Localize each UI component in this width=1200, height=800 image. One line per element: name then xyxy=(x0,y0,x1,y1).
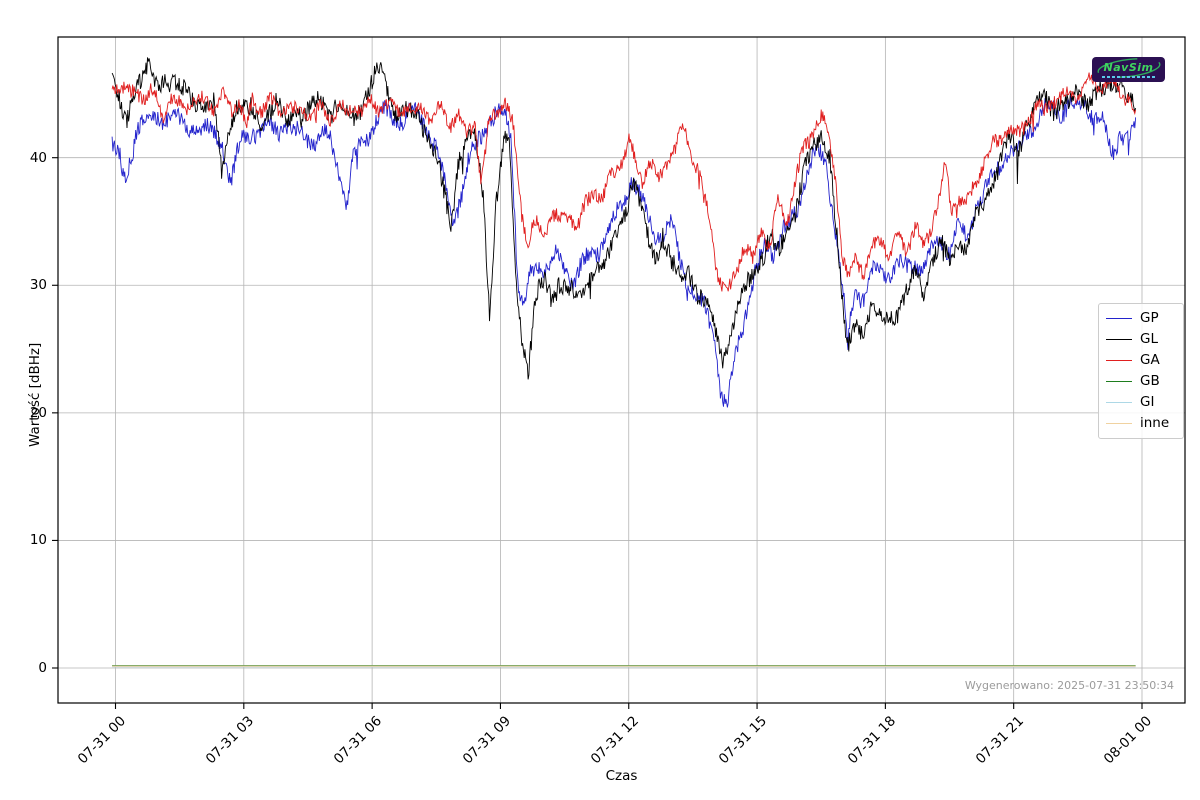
y-tick-label: 20 xyxy=(29,404,47,421)
legend-label: GA xyxy=(1140,352,1160,368)
legend-label: GI xyxy=(1140,394,1155,410)
legend-line-sample xyxy=(1106,381,1132,382)
y-axis-label: Wartość [dBHz] xyxy=(27,342,43,447)
legend-line-sample xyxy=(1106,402,1132,403)
x-axis-label: Czas xyxy=(605,768,638,784)
y-tick-label: 0 xyxy=(38,660,47,676)
series-line-GP xyxy=(111,95,1137,408)
legend-item-inne: inne xyxy=(1106,413,1176,434)
legend-label: GB xyxy=(1140,373,1160,389)
legend-item-GA: GA xyxy=(1106,350,1176,371)
legend-line-sample xyxy=(1106,318,1132,319)
logo-text: NavSim xyxy=(1103,60,1154,74)
axes-spines xyxy=(57,36,1186,704)
legend-label: GL xyxy=(1140,331,1158,347)
legend-line-sample xyxy=(1106,339,1132,340)
y-tick-label: 40 xyxy=(29,149,47,166)
legend-label: inne xyxy=(1140,415,1170,431)
y-tick-label: 30 xyxy=(29,277,47,294)
y-tick-label: 10 xyxy=(29,532,47,549)
legend: GP GL GA GB GI inne xyxy=(1098,303,1184,439)
generated-timestamp: Wygenerowano: 2025-07-31 23:50:34 xyxy=(964,679,1174,692)
legend-line-sample xyxy=(1106,360,1132,361)
navsim-logo: NavSim xyxy=(1092,57,1165,82)
logo-tagline xyxy=(1101,75,1156,78)
legend-item-GB: GB xyxy=(1106,371,1176,392)
legend-item-GI: GI xyxy=(1106,392,1176,413)
legend-item-GL: GL xyxy=(1106,329,1176,350)
legend-item-GP: GP xyxy=(1106,308,1176,329)
legend-label: GP xyxy=(1140,310,1159,326)
series-line-GA xyxy=(111,69,1137,292)
legend-line-sample xyxy=(1106,423,1132,424)
series-group xyxy=(111,57,1137,668)
series-line-GL xyxy=(111,57,1137,380)
